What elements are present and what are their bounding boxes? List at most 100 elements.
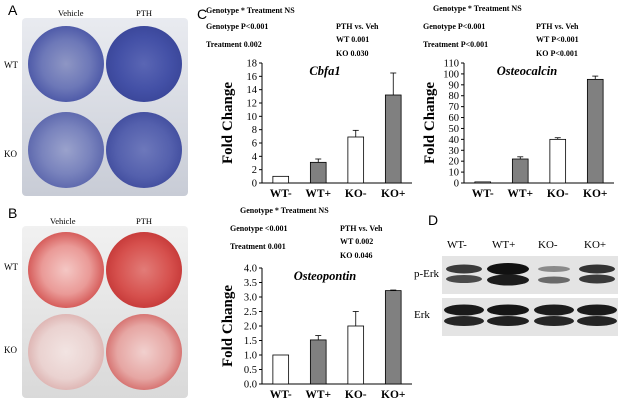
p-erk-band-wt-minus [446, 264, 482, 274]
osteopontin-interaction: Genotype * Treatment NS [240, 206, 329, 215]
lane-label-wt-minus: WT- [447, 239, 467, 251]
panel-a-row-ko: KO [4, 149, 17, 159]
erk-band-ko-plus-lower [577, 316, 617, 326]
p-erk-blot [442, 256, 618, 294]
osteocalcin-genotype: Genotype P<0.001 [423, 22, 486, 31]
cbfa1-genotype: Genotype P<0.001 [206, 22, 269, 31]
panel-b-col-vehicle: Vehicle [50, 216, 76, 226]
lane-label-ko-plus: KO+ [584, 239, 607, 251]
cbfa1-ytick-label: 10 [247, 112, 258, 123]
well-b-ko-pth [106, 314, 182, 390]
lane-label-ko-minus: KO- [538, 239, 558, 251]
erk-band-wt-minus [444, 304, 484, 316]
osteocalcin-bar-wtminus [474, 181, 492, 184]
osteocalcin-ytick-label: 110 [444, 59, 459, 70]
osteopontin-chart: Fold Change 0.0 0.5 1.0 1.5 2.0 2.5 3.0 3.5 4.0 WT… [220, 264, 412, 401]
p-erk-band-wt-plus [487, 263, 529, 275]
p-erk-band-ko-minus [538, 266, 570, 272]
cbfa1-ytick-label: 2 [252, 165, 257, 176]
cbfa1-bar-kominus [347, 136, 365, 184]
osteocalcin-ytick-label: 90 [449, 80, 460, 91]
osteopontin-bar-wtminus [272, 354, 290, 385]
p-erk-bands [446, 263, 615, 286]
p-erk-band-wt-minus-lower [446, 275, 482, 283]
osteocalcin-ytick-label: 70 [449, 102, 460, 113]
cbfa1-ylabel: Fold Change [220, 82, 236, 164]
osteocalcin-xlabel-wtminus: WT- [472, 188, 494, 200]
erk-band-wt-plus [487, 304, 529, 316]
row-label-p-erk: p-Erk [414, 268, 440, 280]
osteopontin-ytick-label: 3.5 [244, 278, 257, 289]
osteopontin-pth-vs-veh: PTH vs. Veh [340, 224, 383, 233]
cbfa1-ytick-label: 0 [252, 179, 257, 190]
osteocalcin-ytick-label: 10 [449, 168, 460, 179]
cbfa1-bar-koplus [384, 94, 402, 184]
osteopontin-ytick-label: 0.5 [244, 365, 257, 376]
well-wt-pth [106, 26, 182, 102]
osteocalcin-ytick-label: 60 [449, 113, 460, 124]
panel-b-row-wt: WT [4, 262, 18, 272]
cbfa1-ytick-label: 16 [247, 72, 258, 83]
row-label-erk: Erk [414, 309, 430, 321]
osteocalcin-pth-vs-veh: PTH vs. Veh [536, 22, 579, 31]
osteopontin-ytick-label: 0.0 [244, 380, 257, 391]
erk-bands [444, 304, 617, 326]
osteocalcin-ko: KO P<0.001 [536, 49, 578, 58]
erk-band-ko-minus [534, 304, 574, 316]
osteocalcin-ytick-label: 40 [449, 135, 460, 146]
erk-band-ko-plus [577, 304, 617, 316]
panel-b-row-ko: KO [4, 345, 17, 355]
cbfa1-pth-vs-veh: PTH vs. Veh [336, 22, 379, 31]
cbfa1-ytick-label: 6 [252, 139, 257, 150]
osteopontin-ytick-label: 4.0 [244, 264, 257, 275]
osteopontin-xlabel-wtplus: WT+ [305, 389, 331, 401]
osteopontin-ylabel: Fold Change [220, 285, 236, 367]
cbfa1-chart: Fold Change 0 2 4 6 8 10 12 14 16 18 WT- WT+ KO- KO+ Cb… [220, 59, 412, 200]
erk-band-wt-minus-lower [444, 316, 484, 326]
p-erk-band-ko-plus [579, 264, 615, 274]
panel-b-col-pth: PTH [136, 216, 153, 226]
panel-d-label: D [428, 212, 439, 228]
osteocalcin-ytick-label: 30 [449, 146, 460, 157]
erk-band-ko-minus-lower [534, 316, 574, 326]
osteopontin-bar-kominus [347, 325, 365, 385]
osteocalcin-wt: WT P<0.001 [536, 35, 579, 44]
erk-band-wt-plus-lower [487, 316, 529, 326]
cbfa1-xlabel-wtplus: WT+ [305, 188, 331, 200]
well-ko-vehicle [28, 112, 104, 188]
osteopontin-xlabel-koplus: KO+ [381, 389, 405, 401]
osteopontin-ko: KO 0.046 [340, 251, 373, 260]
osteopontin-title: Osteopontin [294, 269, 357, 283]
cbfa1-ko: KO 0.030 [336, 49, 369, 58]
cbfa1-wt: WT 0.001 [336, 35, 370, 44]
osteopontin-ytick-label: 3.0 [244, 293, 257, 304]
cbfa1-xlabel-koplus: KO+ [381, 188, 405, 200]
osteocalcin-bar-kominus [549, 138, 567, 184]
cbfa1-treatment: Treatment 0.002 [206, 40, 262, 49]
osteocalcin-interaction: Genotype * Treatment NS [433, 4, 522, 13]
lane-label-wt-plus: WT+ [492, 239, 516, 251]
p-erk-band-ko-plus-lower [579, 274, 615, 284]
panel-b-label: B [8, 205, 18, 221]
p-erk-band-ko-minus-lower [538, 276, 570, 284]
osteopontin-bar-wtplus [309, 339, 327, 385]
osteopontin-ytick-label: 2.5 [244, 307, 257, 318]
cbfa1-ytick-label: 4 [252, 152, 258, 163]
cbfa1-xlabel-wtminus: WT- [270, 188, 292, 200]
osteocalcin-xlabel-koplus: KO+ [583, 188, 607, 200]
osteocalcin-ytick-label: 100 [443, 69, 459, 80]
well-ko-pth [106, 112, 182, 188]
osteocalcin-bar-wtplus [511, 158, 529, 184]
osteopontin-ytick-label: 1.5 [244, 336, 257, 347]
osteopontin-xlabel-wtminus: WT- [270, 389, 292, 401]
osteocalcin-ytick-label: 80 [449, 91, 460, 102]
cbfa1-ytick-label: 18 [247, 59, 258, 70]
cbfa1-interaction: Genotype * Treatment NS [206, 6, 295, 15]
well-b-wt-pth [106, 232, 182, 308]
panel-a-row-wt: WT [4, 60, 18, 70]
well-wt-vehicle [28, 26, 104, 102]
cbfa1-bar-wtplus [309, 161, 327, 184]
erk-blot [442, 298, 618, 336]
cbfa1-title: Cbfa1 [309, 64, 340, 78]
p-erk-band-wt-plus-lower [487, 274, 529, 286]
